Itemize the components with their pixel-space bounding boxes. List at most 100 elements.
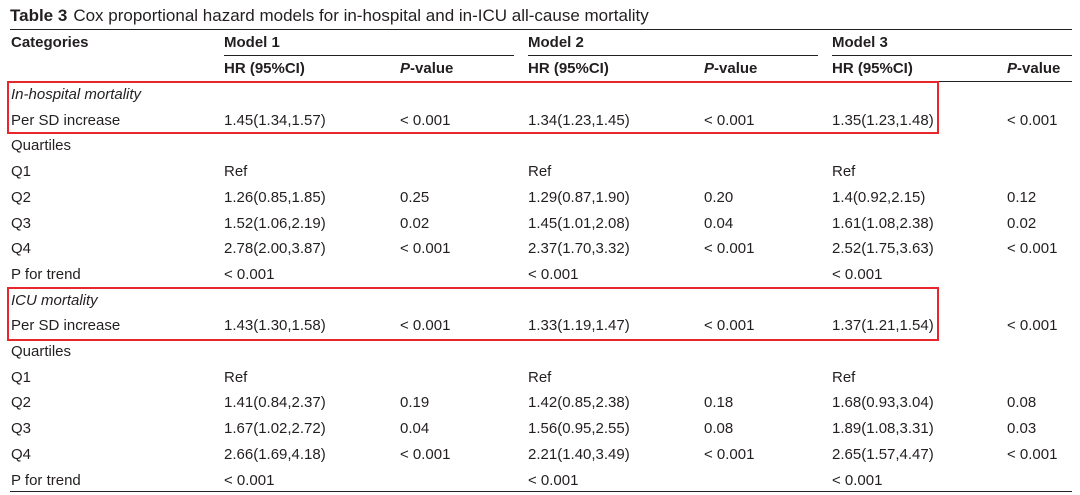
highlight-box-icu: [7, 287, 939, 341]
p-value-cell: 0.04: [704, 215, 734, 232]
row-label: P for trend: [11, 472, 81, 489]
p-value-cell: 0.08: [1007, 394, 1037, 411]
header-model-2: Model 2: [528, 34, 584, 51]
hr-cell: 1.56(0.95,2.55): [528, 420, 630, 437]
top-rule: [10, 29, 1072, 30]
header-model-3: Model 3: [832, 34, 888, 51]
table-caption: Table 3 Cox proportional hazard models fo…: [10, 6, 649, 26]
model-2-rule: [528, 55, 818, 56]
model-1-rule: [224, 55, 514, 56]
header-hr-2: HR (95%CI): [528, 60, 609, 77]
hr-cell: 2.65(1.57,4.47): [832, 446, 934, 463]
p-value-cell: < 0.001: [400, 240, 451, 257]
p-value-cell: 0.19: [400, 394, 430, 411]
row-label: Q2: [11, 394, 32, 411]
p-value-cell: < 0.001: [704, 240, 755, 257]
p-italic: P: [1007, 60, 1018, 77]
row-label: Q1: [11, 163, 32, 180]
p-value-cell: 0.25: [400, 189, 430, 206]
hr-cell: < 0.001: [528, 472, 579, 489]
p-value-cell: < 0.001: [1007, 112, 1058, 129]
hr-cell: < 0.001: [224, 266, 275, 283]
hr-cell: Ref: [528, 163, 552, 180]
row-label: P for trend: [11, 266, 81, 283]
p-value-cell: 0.02: [400, 215, 430, 232]
hr-cell: 1.61(1.08,2.38): [832, 215, 934, 232]
hr-cell: Ref: [528, 369, 552, 386]
hr-cell: < 0.001: [832, 472, 883, 489]
p-suffix: -value: [410, 60, 454, 77]
hr-cell: 1.89(1.08,3.31): [832, 420, 934, 437]
hr-cell: 1.41(0.84,2.37): [224, 394, 326, 411]
p-suffix: -value: [714, 60, 758, 77]
header-p-1: P-value: [400, 60, 453, 78]
row-label: In-hospital mortality: [11, 86, 142, 103]
p-value-cell: < 0.001: [704, 446, 755, 463]
row-label: Q4: [11, 446, 32, 463]
hr-cell: 1.68(0.93,3.04): [832, 394, 934, 411]
row-label: Q2: [11, 189, 32, 206]
hr-cell: 2.21(1.40,3.49): [528, 446, 630, 463]
hr-cell: 1.37(1.21,1.54): [832, 317, 934, 334]
hr-cell: 1.35(1.23,1.48): [832, 112, 934, 129]
hr-cell: 1.43(1.30,1.58): [224, 317, 326, 334]
hr-cell: Ref: [224, 369, 248, 386]
row-label: Q1: [11, 369, 32, 386]
row-label: Q3: [11, 420, 32, 437]
row-label: Q4: [11, 240, 32, 257]
highlight-box-in-hospital: [7, 81, 939, 134]
p-value-cell: < 0.001: [400, 446, 451, 463]
hr-cell: 1.45(1.01,2.08): [528, 215, 630, 232]
hr-cell: Ref: [224, 163, 248, 180]
row-label: Quartiles: [11, 343, 72, 360]
hr-cell: Ref: [832, 369, 856, 386]
hr-cell: 2.37(1.70,3.32): [528, 240, 630, 257]
header-p-3: P-value: [1007, 60, 1060, 78]
p-value-cell: 0.02: [1007, 215, 1037, 232]
row-label: ICU mortality: [11, 292, 98, 309]
p-value-cell: < 0.001: [400, 112, 451, 129]
hr-cell: 1.26(0.85,1.85): [224, 189, 326, 206]
model-3-rule: [832, 55, 1072, 56]
p-value-cell: < 0.001: [1007, 317, 1058, 334]
p-value-cell: 0.12: [1007, 189, 1037, 206]
row-label: Per SD increase: [11, 317, 121, 334]
hr-cell: 1.33(1.19,1.47): [528, 317, 630, 334]
p-value-cell: 0.04: [400, 420, 430, 437]
header-model-1: Model 1: [224, 34, 280, 51]
table-label: Table 3: [10, 6, 68, 25]
hr-cell: 2.52(1.75,3.63): [832, 240, 934, 257]
hr-cell: 1.4(0.92,2.15): [832, 189, 926, 206]
p-value-cell: < 0.001: [1007, 446, 1058, 463]
row-label: Per SD increase: [11, 112, 121, 129]
p-value-cell: 0.18: [704, 394, 734, 411]
row-label: Quartiles: [11, 137, 72, 154]
hr-cell: 1.67(1.02,2.72): [224, 420, 326, 437]
hr-cell: < 0.001: [832, 266, 883, 283]
hr-cell: 1.42(0.85,2.38): [528, 394, 630, 411]
table-title: Cox proportional hazard models for in-ho…: [73, 6, 649, 25]
p-value-cell: < 0.001: [1007, 240, 1058, 257]
p-value-cell: < 0.001: [400, 317, 451, 334]
p-suffix: -value: [1017, 60, 1061, 77]
p-value-cell: 0.03: [1007, 420, 1037, 437]
hr-cell: Ref: [832, 163, 856, 180]
header-hr-1: HR (95%CI): [224, 60, 305, 77]
hr-cell: 1.52(1.06,2.19): [224, 215, 326, 232]
hr-cell: 1.29(0.87,1.90): [528, 189, 630, 206]
hr-cell: 1.45(1.34,1.57): [224, 112, 326, 129]
p-value-cell: 0.08: [704, 420, 734, 437]
hr-cell: < 0.001: [224, 472, 275, 489]
hr-cell: 2.66(1.69,4.18): [224, 446, 326, 463]
hr-cell: 2.78(2.00,3.87): [224, 240, 326, 257]
hr-cell: 1.34(1.23,1.45): [528, 112, 630, 129]
p-italic: P: [704, 60, 715, 77]
header-hr-3: HR (95%CI): [832, 60, 913, 77]
p-value-cell: < 0.001: [704, 317, 755, 334]
header-p-2: P-value: [704, 60, 757, 78]
bottom-rule: [10, 491, 1072, 492]
hr-cell: < 0.001: [528, 266, 579, 283]
p-value-cell: < 0.001: [704, 112, 755, 129]
row-label: Q3: [11, 215, 32, 232]
header-categories: Categories: [11, 34, 89, 51]
